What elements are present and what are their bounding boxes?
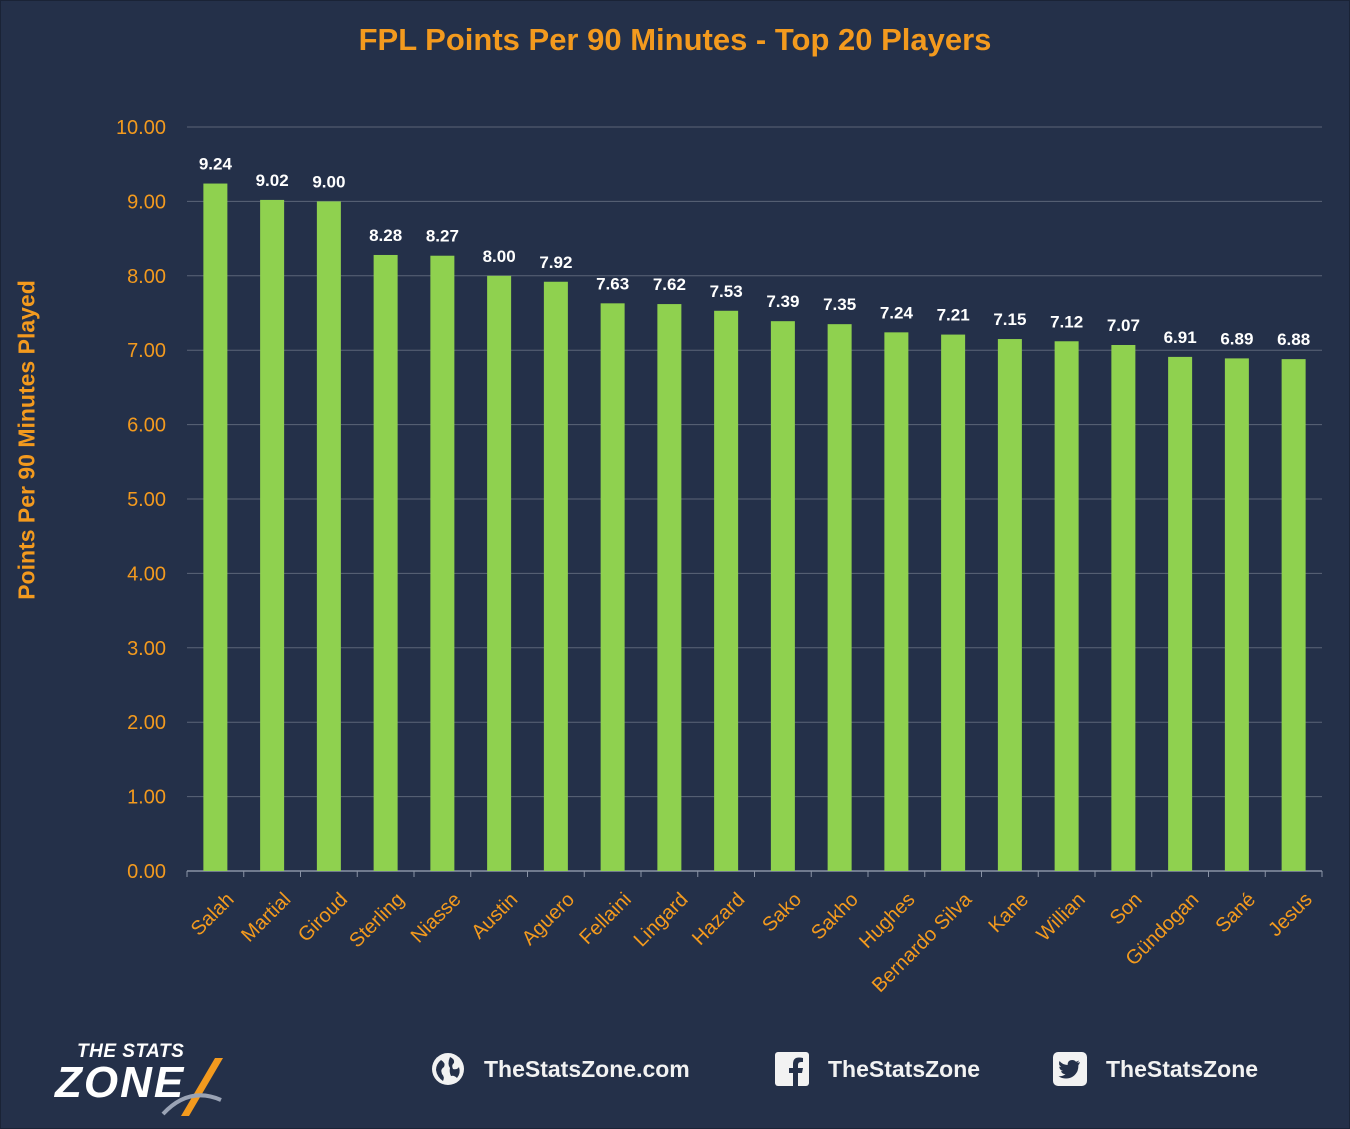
bar xyxy=(543,281,568,871)
data-label: 6.89 xyxy=(1220,329,1253,348)
data-label: 7.92 xyxy=(539,253,572,272)
data-label: 6.88 xyxy=(1277,330,1310,349)
x-tick-label: Giroud xyxy=(294,889,352,947)
data-label: 8.28 xyxy=(369,226,402,245)
data-label: 7.24 xyxy=(880,303,914,322)
facebook-icon xyxy=(775,1052,809,1086)
bar xyxy=(997,339,1022,871)
twitter-icon xyxy=(1053,1052,1087,1086)
bar xyxy=(260,199,285,872)
data-label: 7.12 xyxy=(1050,312,1083,331)
y-tick-label: 2.00 xyxy=(127,712,166,734)
logo-line2: ZONE xyxy=(55,1058,186,1107)
facebook-link[interactable]: TheStatsZone xyxy=(774,1051,980,1087)
bar xyxy=(600,303,625,871)
website-link[interactable]: TheStatsZone.com xyxy=(430,1051,690,1087)
y-tick-label: 6.00 xyxy=(127,415,166,437)
x-tick-label: Salah xyxy=(187,889,239,941)
x-tick-label: Sakho xyxy=(807,889,863,945)
data-label: 6.91 xyxy=(1164,328,1197,347)
x-tick-label: Bernardo Silva xyxy=(868,888,977,997)
bar xyxy=(316,201,341,871)
footer: THE STATS ZONE TheStatsZone.com TheStats… xyxy=(0,1030,1350,1120)
twitter-link[interactable]: TheStatsZone xyxy=(1052,1051,1258,1087)
y-tick-label: 1.00 xyxy=(127,787,166,809)
data-label: 8.00 xyxy=(483,247,516,266)
x-tick-label: Sterling xyxy=(345,889,409,953)
twitter-text: TheStatsZone xyxy=(1106,1055,1259,1082)
x-tick-label: Lingard xyxy=(630,889,693,952)
bar xyxy=(714,310,739,871)
chart-title: FPL Points Per 90 Minutes - Top 20 Playe… xyxy=(358,22,992,57)
x-tick-label: Sako xyxy=(758,889,806,937)
data-label: 7.21 xyxy=(937,306,970,325)
facebook-text: TheStatsZone xyxy=(828,1055,981,1082)
bar xyxy=(1224,358,1249,871)
y-tick-label: 3.00 xyxy=(127,638,166,660)
data-label: 7.39 xyxy=(766,292,799,311)
data-label: 8.27 xyxy=(426,227,459,246)
bar xyxy=(203,183,228,871)
y-tick-label: 7.00 xyxy=(127,340,166,362)
bar xyxy=(373,254,398,871)
data-label: 9.24 xyxy=(199,155,233,174)
logo-line1: THE STATS xyxy=(77,1041,185,1062)
data-label: 7.15 xyxy=(993,310,1026,329)
data-label: 9.02 xyxy=(256,171,289,190)
data-label: 7.62 xyxy=(653,275,686,294)
x-tick-label: Fellaini xyxy=(575,889,635,949)
y-tick-label: 9.00 xyxy=(127,191,166,213)
bar xyxy=(657,304,682,871)
website-text: TheStatsZone.com xyxy=(484,1055,690,1082)
x-tick-label: Austin xyxy=(467,889,522,944)
bar xyxy=(487,275,512,871)
data-label: 7.07 xyxy=(1107,316,1140,335)
y-tick-label: 10.00 xyxy=(116,117,166,139)
x-tick-label: Martial xyxy=(237,889,295,947)
bar xyxy=(1281,359,1306,871)
x-tick-label: Jesus xyxy=(1264,889,1317,942)
bar xyxy=(941,334,966,871)
data-label: 7.63 xyxy=(596,274,629,293)
x-tick-label: Kane xyxy=(984,889,1033,938)
bar xyxy=(430,255,455,871)
bar xyxy=(1111,344,1136,871)
y-tick-label: 8.00 xyxy=(127,266,166,288)
x-tick-label: Son xyxy=(1106,889,1147,930)
y-tick-label: 5.00 xyxy=(127,489,166,511)
data-label: 9.00 xyxy=(312,172,345,191)
bar xyxy=(1054,341,1079,872)
bar xyxy=(1168,356,1193,871)
bar xyxy=(770,321,795,872)
bar xyxy=(827,324,852,871)
x-tick-label: Sané xyxy=(1211,889,1260,938)
x-tick-label: Willian xyxy=(1033,889,1090,946)
data-label: 7.53 xyxy=(710,282,743,301)
x-tick-label: Aguero xyxy=(518,889,579,950)
bar xyxy=(884,332,909,871)
y-tick-label: 4.00 xyxy=(127,563,166,585)
logo-swoosh-icon xyxy=(161,1058,223,1116)
x-tick-label: Niasse xyxy=(407,889,466,948)
x-tick-label: Hazard xyxy=(688,889,749,950)
y-tick-label: 0.00 xyxy=(127,861,166,883)
data-label: 7.35 xyxy=(823,295,856,314)
stats-zone-logo: THE STATS ZONE xyxy=(55,1038,290,1118)
globe-icon xyxy=(432,1053,464,1085)
